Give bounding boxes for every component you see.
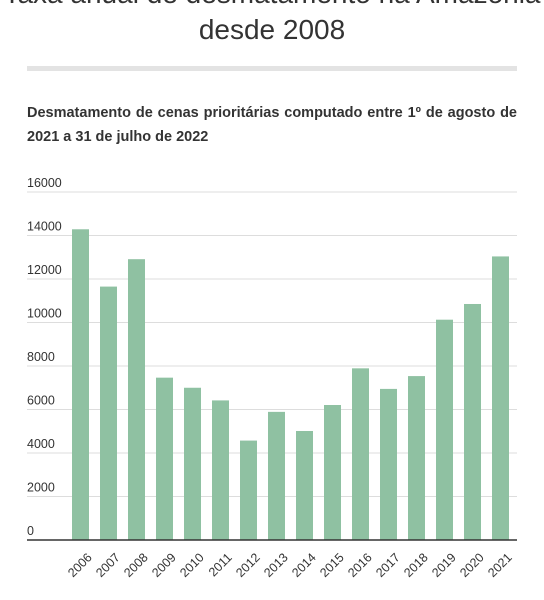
x-tick-label: 2010 — [177, 550, 207, 580]
bar-2007 — [100, 286, 117, 540]
y-tick-label: 4000 — [27, 437, 55, 451]
x-tick-label: 2008 — [121, 550, 151, 580]
y-tick-label: 0 — [27, 524, 34, 538]
bar-2008 — [128, 259, 145, 540]
bar-2014 — [296, 430, 313, 540]
bar-2020 — [464, 303, 481, 540]
bar-2010 — [184, 387, 201, 540]
bar-2017 — [380, 388, 397, 540]
y-tick-label: 10000 — [27, 307, 62, 321]
bar-2009 — [156, 377, 173, 540]
y-tick-label: 14000 — [27, 220, 62, 234]
x-tick-label: 2016 — [345, 550, 375, 580]
bar-2013 — [268, 411, 285, 540]
x-tick-label: 2020 — [457, 550, 487, 580]
y-axis-labels: 0 2000 4000 6000 8000 10000 12000 14000 16000 — [27, 176, 62, 538]
x-tick-label: 2021 — [485, 550, 515, 580]
x-tick-label: 2011 — [206, 550, 235, 579]
x-tick-label: 2007 — [93, 550, 123, 580]
bar-2011 — [212, 400, 229, 540]
x-tick-label: 2018 — [401, 550, 431, 580]
x-tick-label: 2006 — [65, 550, 95, 580]
chart-subtitle: Desmatamento de cenas prioritárias compu… — [27, 105, 517, 145]
title-divider — [27, 66, 517, 71]
x-tick-label: 2009 — [149, 550, 179, 580]
x-tick-label: 2012 — [233, 550, 263, 580]
y-tick-label: 16000 — [27, 176, 62, 190]
bar-2015 — [324, 404, 341, 540]
bar-2019 — [436, 319, 453, 540]
y-tick-label: 6000 — [27, 394, 55, 408]
x-tick-label: 2017 — [373, 550, 403, 580]
bar-2018 — [408, 376, 425, 540]
x-tick-label: 2014 — [289, 550, 319, 580]
x-tick-label: 2015 — [317, 550, 347, 580]
x-tick-label: 2019 — [429, 550, 459, 580]
bar-2012 — [240, 440, 257, 540]
bar-2021 — [492, 256, 509, 540]
bar-2016 — [352, 368, 369, 540]
y-tick-label: 12000 — [27, 263, 62, 277]
y-tick-label: 8000 — [27, 350, 55, 364]
y-tick-label: 2000 — [27, 481, 55, 495]
chart-title: Taxa anual de desmatamento na Amazônia d… — [3, 0, 540, 45]
bar-2006 — [72, 229, 89, 541]
bars — [72, 229, 509, 541]
x-tick-label: 2013 — [261, 550, 291, 580]
